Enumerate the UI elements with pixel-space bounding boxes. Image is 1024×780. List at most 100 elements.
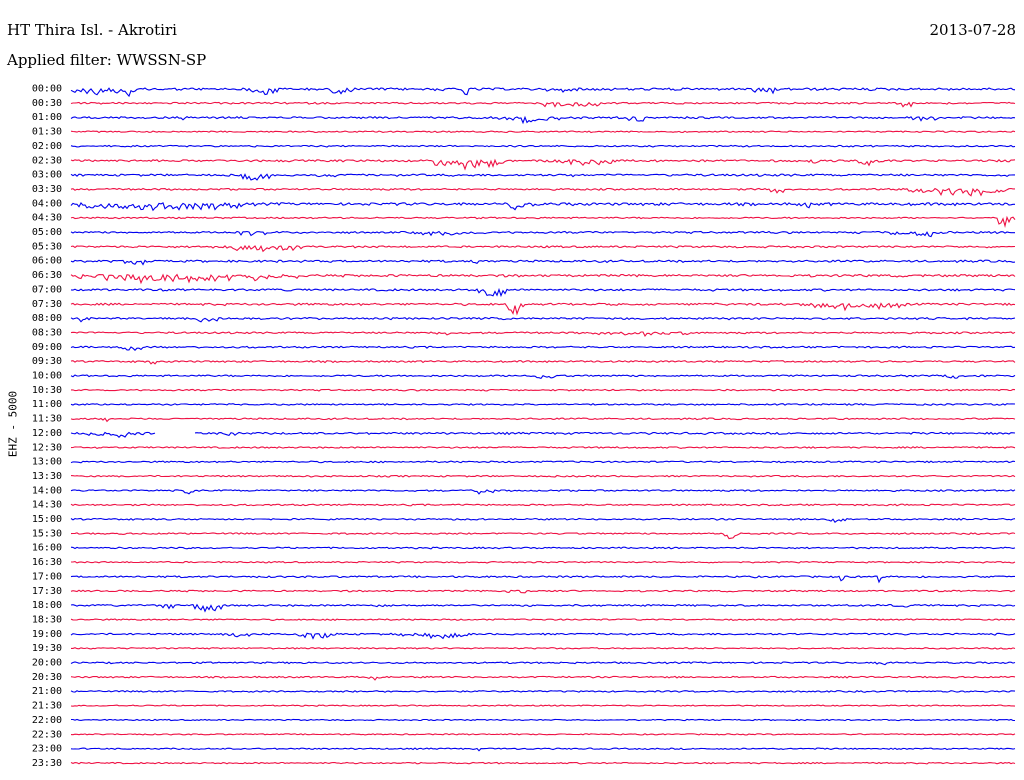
time-label: 07:00 (32, 284, 62, 295)
trace-1330 (70, 474, 1016, 478)
trace-0700 (70, 287, 1016, 298)
time-label: 00:00 (32, 84, 62, 95)
time-label: 13:00 (32, 457, 62, 468)
trace-0330 (70, 187, 1015, 197)
time-label: 12:00 (32, 428, 62, 439)
trace-1030 (71, 388, 1016, 392)
trace-1930 (71, 647, 1016, 650)
time-label: 23:00 (32, 744, 62, 755)
trace-1430 (70, 503, 1016, 507)
time-label: 13:30 (32, 471, 62, 482)
time-label: 05:00 (32, 227, 62, 238)
trace-0230 (70, 158, 1016, 171)
trace-1300 (70, 460, 1016, 464)
time-label: 17:30 (32, 586, 62, 597)
trace-2300 (70, 747, 1016, 752)
time-label: 07:30 (32, 299, 62, 310)
time-label: 02:00 (32, 141, 62, 152)
time-label: 02:30 (32, 155, 62, 166)
time-label: 06:30 (32, 270, 62, 281)
time-label: 15:00 (32, 514, 62, 525)
record-date: 2013-07-28 (929, 21, 1016, 39)
time-label: 04:00 (32, 198, 62, 209)
time-label: 23:30 (32, 758, 62, 769)
trace-1630 (71, 560, 1016, 564)
trace-1130 (70, 417, 1016, 423)
trace-0500 (70, 230, 1015, 238)
time-label: 20:30 (32, 672, 62, 683)
time-label: 11:30 (32, 414, 62, 425)
trace-1230 (70, 446, 1016, 450)
trace-0730 (70, 302, 1016, 316)
time-label: 01:30 (32, 127, 62, 138)
trace-2230 (70, 733, 1016, 736)
trace-1530 (70, 532, 1016, 540)
trace-0300 (70, 173, 1015, 181)
time-label: 20:00 (32, 658, 62, 669)
time-label: 14:00 (32, 485, 62, 496)
time-label: 05:30 (32, 241, 62, 252)
trace-2100 (70, 690, 1016, 693)
time-label: 10:30 (32, 385, 62, 396)
time-label: 03:00 (32, 170, 62, 181)
trace-1200 (70, 431, 1016, 438)
time-label: 17:00 (32, 571, 62, 582)
time-label: 21:30 (32, 701, 62, 712)
trace-1900 (70, 632, 1016, 640)
trace-0900 (70, 345, 1016, 351)
trace-0630 (70, 273, 1016, 285)
trace-0530 (70, 244, 1016, 253)
trace-0830 (70, 331, 1016, 338)
trace-1830 (70, 618, 1016, 622)
time-label: 03:30 (32, 184, 62, 195)
trace-1600 (70, 546, 1016, 550)
trace-0200 (70, 144, 1016, 148)
time-label: 04:30 (32, 213, 62, 224)
trace-1700 (70, 575, 1015, 584)
time-label: 16:30 (32, 557, 62, 568)
time-label: 09:00 (32, 342, 62, 353)
station-title: HT Thira Isl. - Akrotiri (7, 21, 177, 39)
trace-0100 (70, 115, 1016, 125)
trace-2000 (70, 661, 1016, 666)
time-label: 19:00 (32, 629, 62, 640)
trace-1730 (70, 589, 1016, 594)
time-label: 00:30 (32, 98, 62, 109)
trace-0130 (70, 130, 1016, 134)
trace-0930 (70, 360, 1016, 365)
trace-2200 (71, 718, 1015, 722)
time-label: 14:30 (32, 500, 62, 511)
time-label: 11:00 (32, 399, 62, 410)
trace-1100 (70, 403, 1016, 406)
time-label: 19:30 (32, 643, 62, 654)
time-label: 18:00 (32, 600, 62, 611)
time-label: 22:30 (32, 729, 62, 740)
trace-0600 (70, 259, 1016, 266)
trace-0430 (70, 215, 1016, 228)
time-label: 08:00 (32, 313, 62, 324)
trace-0800 (70, 316, 1016, 323)
filter-label: Applied filter: WWSSN-SP (7, 51, 207, 69)
time-label: 21:00 (32, 686, 62, 697)
trace-1000 (70, 374, 1016, 380)
trace-1500 (70, 517, 1016, 523)
time-label: 22:00 (32, 715, 62, 726)
time-label: 01:00 (32, 112, 62, 123)
time-label: 10:00 (32, 371, 62, 382)
trace-1400 (70, 489, 1016, 495)
time-label: 18:30 (32, 614, 62, 625)
trace-2030 (70, 675, 1016, 681)
trace-2330 (70, 761, 1016, 765)
time-label: 08:30 (32, 327, 62, 338)
trace-0030 (70, 101, 1016, 108)
time-label: 06:00 (32, 256, 62, 267)
time-label: 15:30 (32, 528, 62, 539)
trace-2130 (70, 704, 1016, 707)
trace-1800 (70, 603, 1016, 613)
time-label: 16:00 (32, 543, 62, 554)
trace-0400 (70, 201, 1015, 212)
time-label: 09:30 (32, 356, 62, 367)
time-label: 12:30 (32, 442, 62, 453)
trace-0000 (70, 87, 1016, 98)
